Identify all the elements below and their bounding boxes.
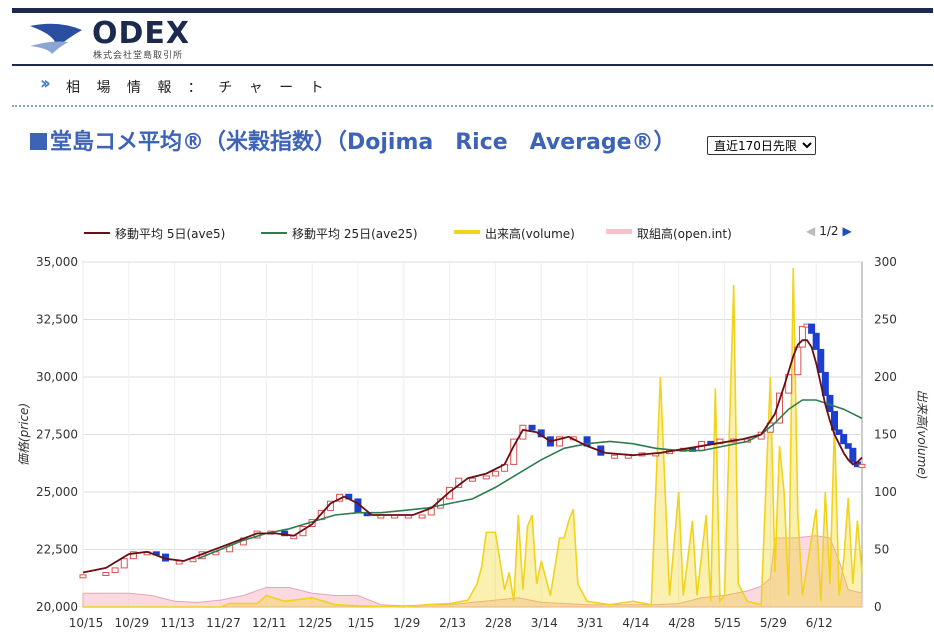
- legend-openint-swatch: [606, 229, 632, 234]
- candle: [469, 477, 476, 482]
- y2-tick-label: 0: [874, 600, 882, 614]
- legend-volume-swatch: [454, 230, 480, 234]
- x-tick-label: 5/15: [714, 616, 741, 630]
- candle: [817, 348, 825, 373]
- candle: [556, 436, 564, 447]
- candle: [844, 443, 852, 449]
- candle: [418, 514, 426, 519]
- ave25-line: [197, 399, 863, 560]
- pager-next-icon[interactable]: ▶: [842, 224, 852, 238]
- candle: [528, 424, 536, 431]
- volume-area: [83, 267, 862, 607]
- candle: [821, 371, 829, 396]
- legend-openint-label: 取組高(open.int): [637, 227, 732, 241]
- odex-logo-icon: [30, 23, 82, 54]
- candle: [189, 558, 197, 563]
- top-bar: [12, 8, 933, 13]
- x-tick-label: 3/14: [531, 616, 558, 630]
- volume-line: [83, 267, 863, 608]
- x-tick-label: 12/25: [298, 616, 333, 630]
- candle: [491, 470, 499, 477]
- legend-ave25-label: 移動平均 25日(ave25): [292, 227, 418, 241]
- legend-volume-label: 出来高(volume): [485, 227, 575, 241]
- x-tick-label: 5/29: [760, 616, 787, 630]
- y-axis-label: 価格(price): [17, 403, 31, 466]
- legend-ave5-label: 移動平均 5日(ave5): [115, 227, 226, 241]
- y-tick-label: 22,500: [36, 543, 78, 557]
- candle: [812, 332, 820, 350]
- double-chevron-icon: ››: [40, 73, 51, 94]
- y-tick-label: 32,500: [36, 313, 78, 327]
- odex-logo[interactable]: [28, 18, 228, 58]
- candle: [798, 325, 806, 348]
- candle: [129, 551, 137, 560]
- candle: [840, 434, 848, 445]
- candle: [519, 424, 527, 440]
- logo-text: ODEX: [92, 16, 191, 51]
- x-tick-label: 10/15: [69, 616, 104, 630]
- x-tick-label: 2/13: [439, 616, 466, 630]
- y-tick-label: 25,000: [36, 485, 78, 499]
- legend-ave5-swatch: [84, 232, 110, 234]
- x-tick-label: 2/28: [485, 616, 512, 630]
- y2-axis-label: 出来高(volume): [915, 390, 929, 480]
- pager-prev-icon[interactable]: ◀: [806, 224, 816, 238]
- y2-tick-label: 250: [874, 313, 897, 327]
- candle: [79, 574, 87, 579]
- y-tick-label: 27,500: [36, 428, 78, 442]
- legend-openint[interactable]: 取組高(open.int): [606, 225, 732, 242]
- ave5-line: [82, 339, 863, 574]
- legend-ave25[interactable]: 移動平均 25日(ave25): [261, 225, 418, 242]
- x-tick-label: 1/29: [393, 616, 420, 630]
- y-tick-label: 30,000: [36, 370, 78, 384]
- legend-ave25-swatch: [261, 232, 287, 234]
- title-square-icon: [30, 133, 47, 150]
- y2-tick-label: 200: [874, 370, 897, 384]
- candle: [120, 558, 128, 569]
- dotted-divider: [12, 105, 933, 107]
- breadcrumb: 相 場 情 報 ： チ ャ ー ト: [66, 80, 330, 96]
- page-title: 堂島コメ平均®（米穀指数）（Dojima Rice Average®）: [30, 124, 676, 156]
- y2-tick-label: 50: [874, 543, 889, 557]
- y-tick-label: 20,000: [36, 600, 78, 614]
- legend-volume[interactable]: 出来高(volume): [454, 225, 575, 242]
- candle: [611, 454, 619, 459]
- candle: [831, 411, 839, 431]
- legend-ave5[interactable]: 移動平均 5日(ave5): [84, 225, 225, 242]
- x-tick-label: 10/29: [115, 616, 150, 630]
- candle: [226, 544, 234, 553]
- header-divider: [12, 64, 933, 66]
- y2-tick-label: 300: [874, 255, 897, 269]
- x-tick-label: 1/15: [347, 616, 374, 630]
- x-tick-label: 11/27: [206, 616, 241, 630]
- candle: [808, 323, 816, 334]
- x-tick-label: 3/31: [577, 616, 604, 630]
- candle: [849, 447, 857, 463]
- y-tick-label: 35,000: [36, 255, 78, 269]
- period-select[interactable]: 直近170日先限: [707, 136, 816, 155]
- candle: [858, 463, 866, 468]
- candle: [102, 572, 110, 576]
- candle: [482, 475, 490, 480]
- x-tick-label: 6/12: [806, 616, 833, 630]
- candle: [111, 567, 119, 574]
- candle: [835, 429, 843, 435]
- legend-pager: ◀ 1/2 ▶: [806, 224, 852, 238]
- logo-subtitle: 株式会社堂島取引所: [93, 51, 184, 61]
- page-title-text: 堂島コメ平均®（米穀指数）（Dojima Rice Average®）: [50, 130, 676, 155]
- y2-tick-label: 150: [874, 428, 897, 442]
- x-tick-label: 11/13: [160, 616, 195, 630]
- openint-area: [82, 535, 863, 608]
- pager-label: 1/2: [819, 224, 839, 238]
- y2-tick-label: 100: [874, 485, 897, 499]
- x-tick-label: 4/14: [622, 616, 649, 630]
- x-tick-label: 12/11: [252, 616, 287, 630]
- x-tick-label: 4/28: [668, 616, 695, 630]
